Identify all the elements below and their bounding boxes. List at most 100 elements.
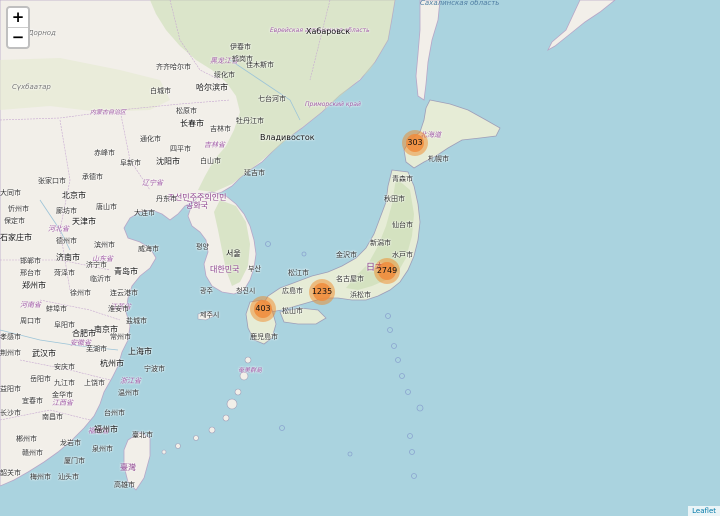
jao-region-label: Еврейская автономная область <box>270 27 370 34</box>
wuhan-label: 武汉市 <box>32 349 56 358</box>
jilincity-label: 吉林市 <box>210 125 231 133</box>
cluster-count: 403 <box>255 304 271 313</box>
heilongjiang-label: 黑龙江省 <box>210 57 238 65</box>
cluster-inner-circle <box>378 262 396 280</box>
shanghai-label: 上海市 <box>128 347 152 356</box>
zoom-out-button[interactable]: − <box>8 27 28 47</box>
marker-cluster-kyushu[interactable]: 403 <box>250 296 276 322</box>
yueyang-label: 岳阳市 <box>30 375 51 383</box>
aomori-label: 青森市 <box>392 175 413 183</box>
dandong-label: 丹东市 <box>156 195 177 203</box>
cluster-count: 1235 <box>311 287 333 296</box>
fuzhou-label: 福州市 <box>94 425 118 434</box>
jiangxi-label: 江西省 <box>52 399 73 407</box>
shijiazhuang-label: 石家庄市 <box>0 233 32 242</box>
chenzhou-label: 郴州市 <box>16 435 37 443</box>
mito-label: 水戸市 <box>392 251 413 259</box>
qiqihar-label: 齐齐哈尔市 <box>156 63 191 71</box>
zoom-in-button[interactable]: + <box>11 8 25 26</box>
longyan-label: 龙岩市 <box>60 439 81 447</box>
japan-label: 日本 <box>366 263 385 273</box>
nanchang-label: 南昌市 <box>42 413 63 421</box>
hokkaido-label: 北海道 <box>420 131 441 139</box>
pyongyang-label: 평양 <box>196 243 209 251</box>
qingdao-label: 青岛市 <box>114 267 138 276</box>
chifeng-label: 赤峰市 <box>94 149 115 157</box>
matsuyama-label: 松山市 <box>282 307 303 315</box>
korea-label: 대한민국 <box>210 265 240 274</box>
dprk-label: 조선민주주의인민공화국 <box>167 193 227 210</box>
xiamen-label: 厦门市 <box>64 457 85 465</box>
langfang-label: 廊坊市 <box>56 207 77 215</box>
inner-mongolia-label: 内蒙古自治区 <box>90 109 127 116</box>
jiujiang-label: 九江市 <box>54 379 75 387</box>
shaoguan-label: 韶关市 <box>0 469 21 477</box>
yiyang-label: 益阳市 <box>0 385 21 393</box>
linyi-label: 临沂市 <box>90 275 111 283</box>
jiangsu-label: 江苏省 <box>110 303 131 311</box>
fuyang-label: 阜阳市 <box>54 321 75 329</box>
zhangjiakou-label: 张家口市 <box>38 177 66 185</box>
akita-label: 秋田市 <box>384 195 405 203</box>
beijing-label: 北京市 <box>62 191 86 200</box>
lianyungang-label: 连云港市 <box>110 289 138 297</box>
izu-islands <box>265 241 424 479</box>
taipei-label: 臺北市 <box>132 431 153 439</box>
yanji-label: 延吉市 <box>244 169 265 177</box>
heze-label: 菏泽市 <box>54 269 75 277</box>
zhejiang-label: 浙江省 <box>120 377 141 385</box>
marker-cluster-kansai[interactable]: 1235 <box>309 279 335 305</box>
hokkaido-island <box>403 99 501 169</box>
liaoning-label: 辽宁省 <box>142 179 163 187</box>
yichun-label: 伊春市 <box>230 43 251 51</box>
xingtai-label: 邢台市 <box>20 269 41 277</box>
honshu-forest <box>346 178 414 290</box>
datong-label: 大同市 <box>0 189 21 197</box>
wenzhou-label: 温州市 <box>118 389 139 397</box>
anqing-label: 安庆市 <box>54 363 75 371</box>
kuril-islands <box>547 0 616 52</box>
kaohsiung-label: 高雄市 <box>114 481 135 489</box>
attribution-link[interactable]: Leaflet <box>688 506 720 516</box>
cheongjin-label: 청진시 <box>236 287 256 295</box>
zhengzhou-label: 郑州市 <box>22 281 46 290</box>
marker-cluster-kanto[interactable]: 2749 <box>374 258 400 284</box>
henan-label: 河南省 <box>20 301 41 309</box>
shangrao-label: 上饶市 <box>84 379 105 387</box>
tongliao-label: 通化市 <box>140 135 161 143</box>
seoul-label: 서울 <box>226 249 241 258</box>
bengbu-label: 蚌埠市 <box>46 305 67 313</box>
zhoukou-label: 周口市 <box>20 317 41 325</box>
baishan-label: 白山市 <box>200 157 221 165</box>
yancheng-label: 盐城市 <box>126 317 147 325</box>
harbin-label: 哈尔滨市 <box>196 83 228 92</box>
marker-cluster-hokkaido[interactable]: 303 <box>402 130 428 156</box>
xuzhou-label: 徐州市 <box>70 289 91 297</box>
jeju-label: 제주시 <box>200 311 220 319</box>
hebei-label: 河北省 <box>48 225 69 233</box>
binzhou-label: 滨州市 <box>94 241 115 249</box>
sukhbaatar-label: Сүхбаатар <box>12 83 51 91</box>
kagoshima-label: 鹿児島市 <box>250 333 278 341</box>
busan-label: 부산 <box>248 265 261 273</box>
cluster-inner-circle <box>313 283 331 301</box>
changzhou-label: 常州市 <box>110 333 131 341</box>
baoding-label: 保定市 <box>4 217 25 225</box>
sapporo-label: 札幌市 <box>428 155 449 163</box>
songyuan-label: 松原市 <box>176 107 197 115</box>
fuxin-label: 阜新市 <box>120 159 141 167</box>
jingzhou-label: 荆州市 <box>0 349 21 357</box>
qitaihe-label: 七台河市 <box>258 95 286 103</box>
sakhalin-island <box>415 0 441 101</box>
province-borders <box>0 0 331 421</box>
shantou-label: 汕头市 <box>58 473 79 481</box>
korea-forest <box>214 200 250 286</box>
hamamatsu-label: 浜松市 <box>350 291 371 299</box>
hangzhou-label: 杭州市 <box>100 359 124 368</box>
dornod-label: Дорнод <box>28 29 56 37</box>
jinhua-label: 金华市 <box>52 391 73 399</box>
shenyang-label: 沈阳市 <box>156 157 180 166</box>
zoom-control: + − <box>6 6 30 49</box>
sendai-label: 仙台市 <box>392 221 413 229</box>
